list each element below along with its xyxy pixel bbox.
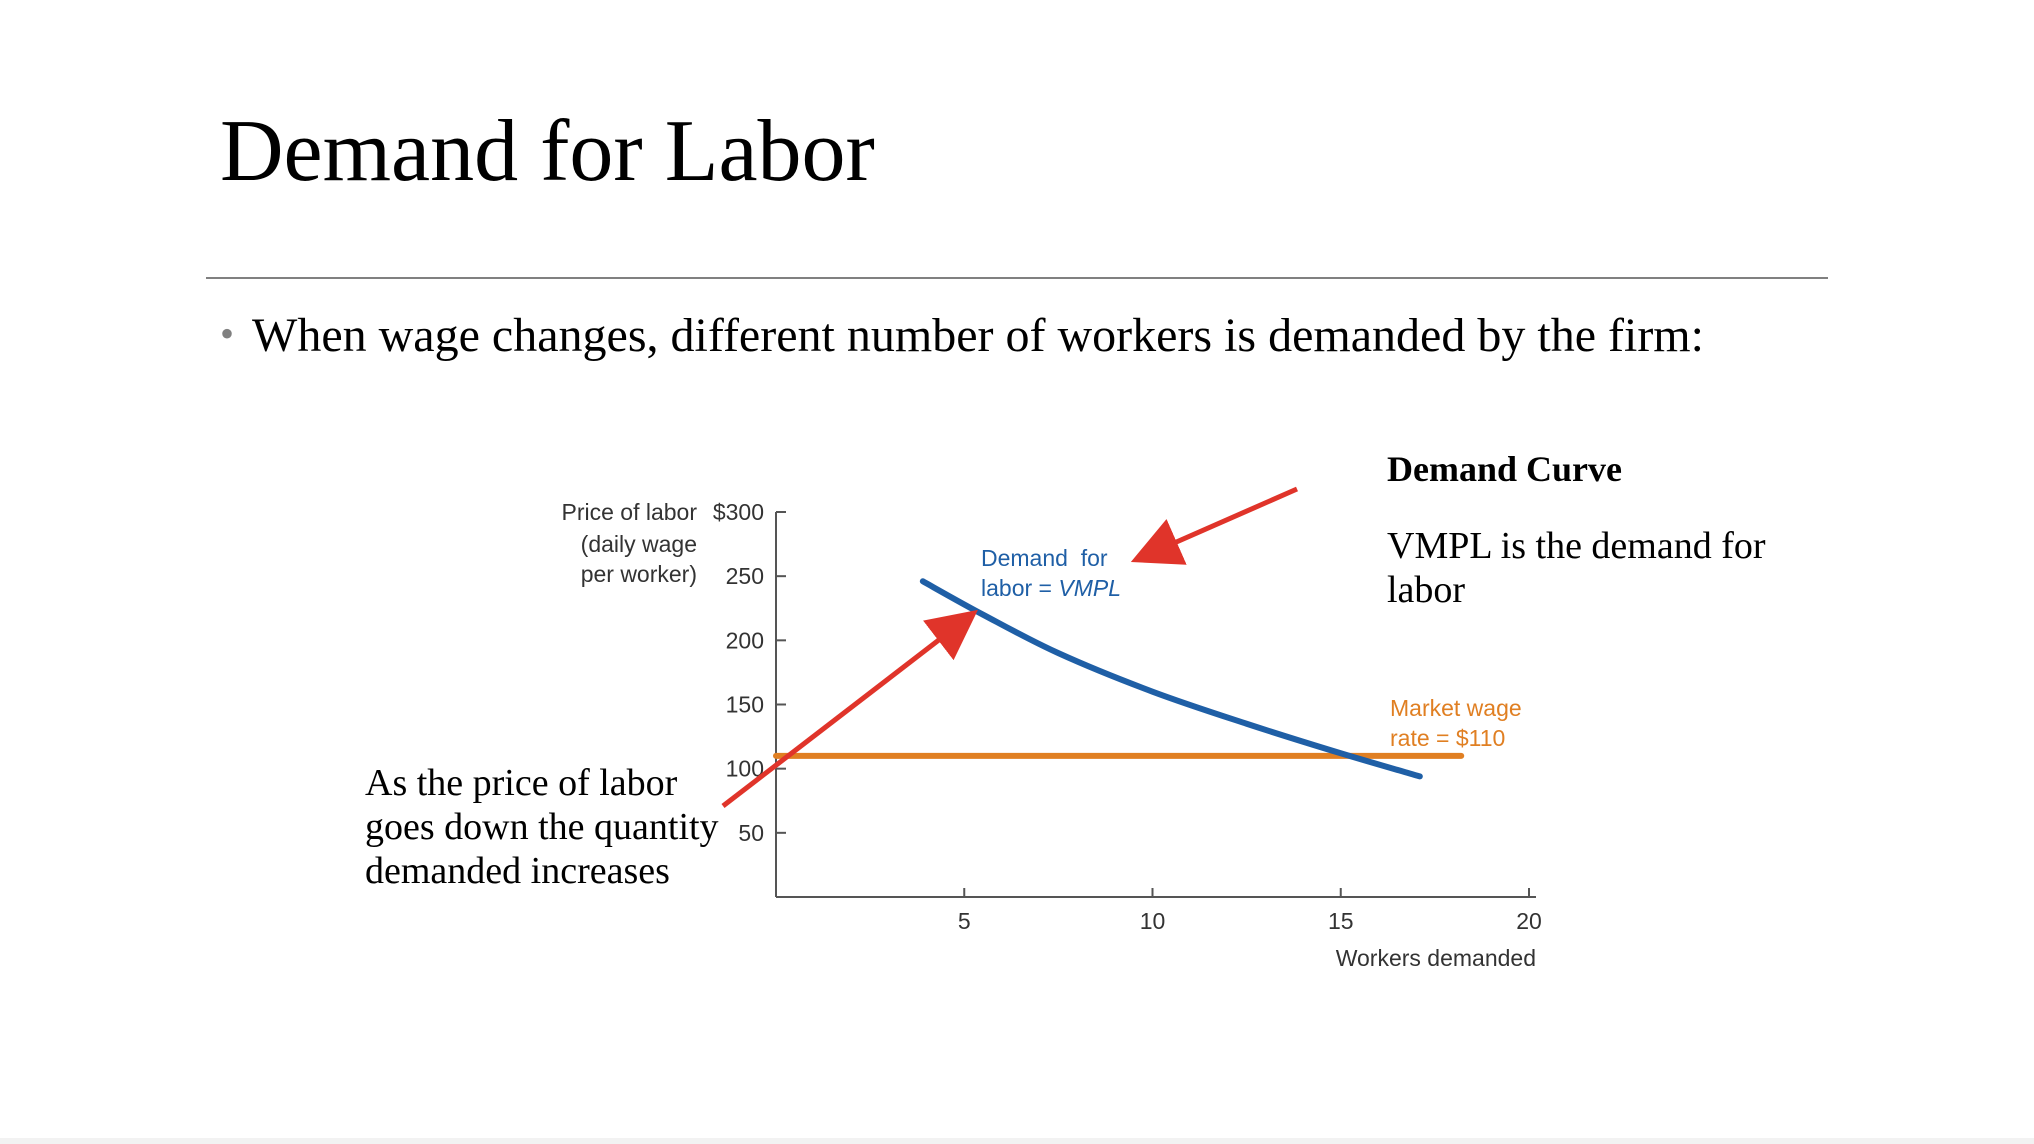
y-axis-label: Price of labor (daily wage per worker) [561,499,697,587]
demand-curve-line [919,578,1423,780]
x-tick-label: 5 [958,908,971,934]
bullet-text: When wage changes, different number of w… [252,309,1704,362]
series-layer [773,578,1465,780]
demand-curve-note-title: Demand Curve [1387,449,1622,489]
annotation-arrows [721,486,1299,808]
demand-label-vmpl: VMPL [1058,575,1121,601]
y-axis-label-line: Price of labor [561,499,697,525]
demand-label-line: Demand for [981,545,1108,571]
x-tick-label: 20 [1516,908,1542,934]
arrow-to-demand-curve [721,609,978,808]
market-wage-series-label: Market wage rate = $110 [1390,695,1522,751]
slide-title: Demand for Labor [220,103,875,200]
y-axis-label-line: per worker) [581,561,697,587]
y-tick-label: 200 [726,627,764,653]
x-ticks: 5 10 15 20 [958,888,1542,934]
y-axis-label-line: (daily wage [581,531,697,557]
arrow-to-demand-label [1130,486,1299,565]
slide-footer [0,1138,2034,1144]
bullet-item: • When wage changes, different number of … [220,309,1704,363]
market-wage-label-line: rate = $110 [1390,725,1505,751]
demand-label-line: labor = VMPL [981,575,1121,601]
price-quantity-note: As the price of labor goes down the quan… [365,762,719,892]
y-tick-label: 50 [738,820,764,846]
demand-label-line-part: labor = [981,575,1058,601]
x-tick-label: 15 [1328,908,1354,934]
demand-series-label: Demand for labor = VMPL [981,545,1121,601]
bullet-dot-icon: • [220,311,235,356]
x-axis-label: Workers demanded [1336,945,1536,971]
market-wage-label-line: Market wage [1390,695,1522,721]
x-tick-label: 10 [1140,908,1166,934]
y-tick-label: 250 [726,563,764,589]
title-divider [206,277,1828,279]
y-tick-label: 150 [726,692,764,718]
demand-curve-note-body: VMPL is the demand for labor [1387,525,1766,611]
y-tick-label: $300 [713,499,764,525]
